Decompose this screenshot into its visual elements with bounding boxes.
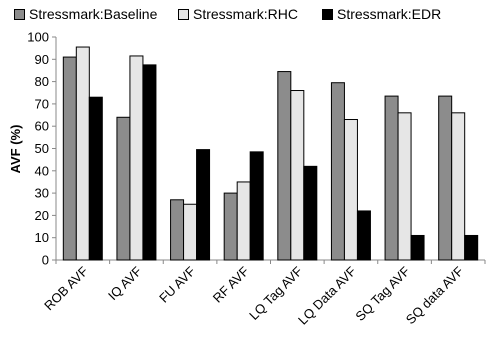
x-tick-label: RF AVF (210, 263, 252, 305)
bar (438, 95, 453, 261)
legend-label-edr: Stressmark:EDR (337, 6, 442, 22)
legend-swatch-baseline (14, 8, 25, 20)
y-tick-label: 70 (35, 96, 49, 111)
bar (88, 96, 103, 261)
bar (196, 149, 211, 261)
bar (290, 90, 305, 261)
y-tick-label: 50 (35, 141, 49, 156)
bar (223, 192, 238, 261)
bar (116, 116, 131, 261)
x-tick-label: SQ data AVF (403, 263, 467, 327)
bar (62, 56, 77, 261)
y-tick-label: 40 (35, 163, 49, 178)
legend-label-baseline: Stressmark:Baseline (29, 6, 158, 22)
bar (142, 64, 157, 261)
legend-item-rhc: Stressmark:RHC (178, 6, 298, 22)
bar (397, 112, 412, 261)
y-tick-label: 0 (42, 253, 49, 268)
x-tick-label: IQ AVF (105, 263, 145, 303)
bar (236, 181, 251, 261)
x-tick-label: LQ Tag AVF (246, 263, 305, 322)
legend-swatch-rhc (178, 8, 189, 20)
legend: Stressmark:Baseline Stressmark:RHC Stres… (0, 2, 495, 24)
bar (410, 234, 425, 261)
bar (330, 82, 345, 261)
y-tick-label: 80 (35, 74, 49, 89)
y-tick-label: 20 (35, 208, 49, 223)
x-tick-label: LQ Data AVF (295, 263, 359, 327)
x-tick-label: FU AVF (156, 263, 198, 305)
legend-item-edr: Stressmark:EDR (322, 6, 441, 22)
legend-swatch-edr (322, 8, 333, 20)
legend-label-rhc: Stressmark:RHC (193, 6, 299, 22)
bar (183, 203, 198, 261)
y-tick-label: 90 (35, 52, 49, 67)
bar (129, 55, 144, 261)
legend-item-baseline: Stressmark:Baseline (14, 6, 157, 22)
bar (356, 210, 371, 261)
plot-area: 0 10 20 30 40 50 60 70 80 90 100 ROB AVF IQ AVF FU AV… (27, 30, 486, 328)
y-axis-label: AVF (%) (8, 125, 23, 174)
y-tick-label: 60 (35, 119, 49, 134)
bar (170, 199, 185, 261)
bar (75, 46, 90, 261)
bar (303, 165, 318, 261)
y-tick-label: 100 (27, 30, 49, 45)
x-tick-label: ROB AVF (41, 263, 91, 313)
y-tick-label: 30 (35, 186, 49, 201)
bar (451, 112, 466, 261)
bar (464, 234, 479, 261)
bar (277, 71, 292, 261)
y-tick-label: 10 (35, 230, 49, 245)
bar (343, 119, 358, 261)
bar (384, 95, 399, 261)
bar (249, 151, 264, 261)
